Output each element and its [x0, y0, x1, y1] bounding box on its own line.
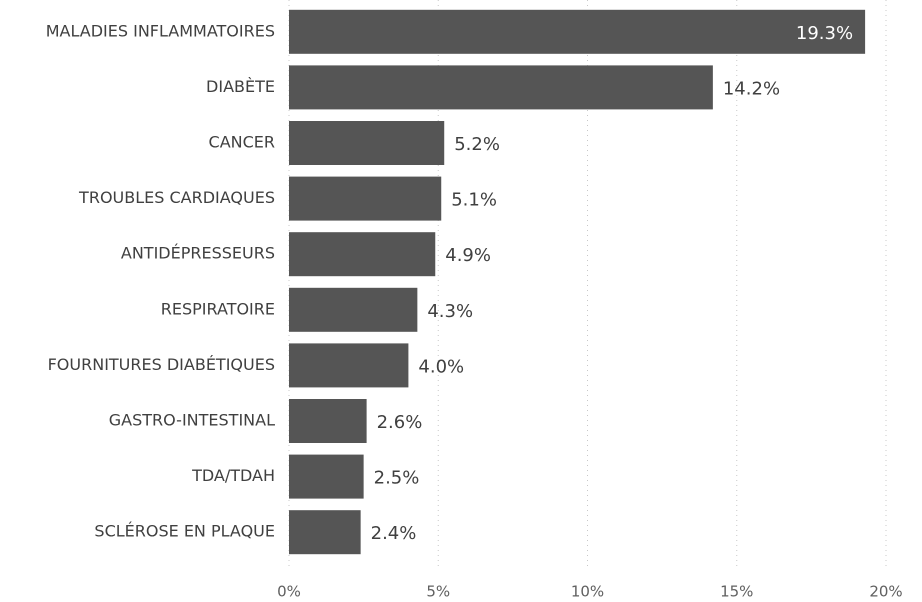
value-label: 14.2% [723, 78, 780, 99]
category-label: TROUBLES CARDIAQUES [78, 188, 275, 207]
bar [289, 287, 418, 332]
value-label: 5.1% [451, 190, 497, 211]
bar [289, 121, 445, 165]
bar [289, 399, 367, 443]
category-label: SCLÉROSE EN PLAQUE [94, 522, 275, 541]
value-label: 4.0% [418, 356, 464, 377]
category-label: ANTIDÉPRESSEURS [121, 244, 275, 263]
bar [289, 343, 409, 388]
value-label: 19.3% [796, 23, 853, 44]
category-label: GASTRO-INTESTINAL [109, 411, 275, 430]
bar [289, 454, 364, 499]
bar [289, 232, 436, 277]
category-label: DIABÈTE [206, 77, 275, 96]
value-label: 5.2% [454, 134, 500, 155]
category-label: CANCER [209, 133, 275, 152]
category-label: FOURNITURES DIABÉTIQUES [48, 355, 275, 374]
value-label: 4.3% [427, 301, 473, 322]
value-label: 2.5% [374, 468, 420, 489]
category-label: MALADIES INFLAMMATOIRES [46, 21, 275, 40]
category-label: TDA/TDAH [191, 466, 275, 485]
value-label: 2.4% [371, 523, 417, 544]
value-label: 4.9% [445, 245, 491, 266]
x-tick-label: 20% [869, 583, 902, 601]
x-tick-label: 0% [277, 583, 301, 601]
bar [289, 65, 713, 110]
value-label: 2.6% [377, 412, 423, 433]
category-label: RESPIRATOIRE [161, 299, 275, 318]
x-tick-label: 15% [720, 583, 753, 601]
bar [289, 9, 866, 54]
bar [289, 510, 361, 555]
x-tick-label: 10% [571, 583, 604, 601]
bar [289, 176, 442, 221]
x-tick-label: 5% [426, 583, 450, 601]
